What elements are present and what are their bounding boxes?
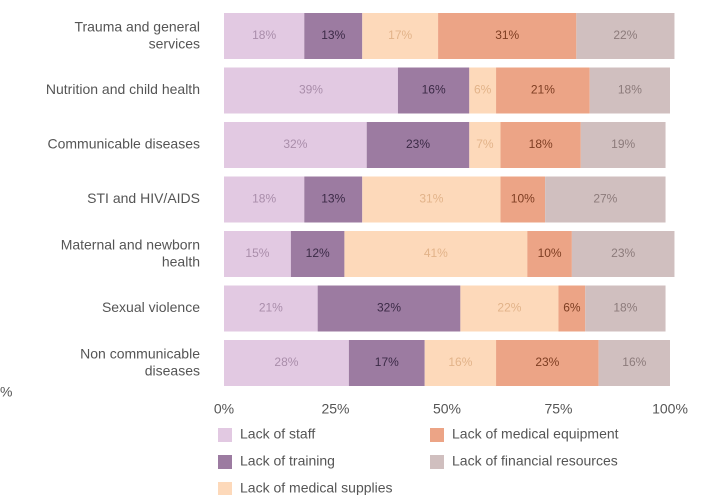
value-label: 10%: [511, 192, 535, 206]
bar-segment: [397, 67, 470, 114]
bar-segment: [366, 122, 470, 168]
legend-label: Lack of training: [240, 453, 335, 469]
legend-label: Lack of staff: [240, 426, 315, 442]
bar-segment: [576, 13, 675, 59]
legend-label: Lack of medical supplies: [240, 480, 393, 495]
bar-segment: [362, 176, 501, 223]
value-label: 16%: [622, 355, 646, 369]
bar-segment: [460, 285, 559, 332]
bar-segment: [224, 13, 305, 59]
value-label: 7%: [476, 137, 494, 151]
value-label: 17%: [375, 355, 399, 369]
value-label: 18%: [252, 192, 276, 206]
bar-segment: [424, 340, 497, 386]
category-label: Non communicable diseases: [80, 345, 200, 378]
value-label: 10%: [538, 246, 562, 260]
value-label: 21%: [531, 83, 555, 97]
x-tick-label: 100%: [652, 401, 688, 417]
x-tick-label: 0%: [214, 401, 234, 417]
bar-segment: [598, 340, 670, 386]
bar-segment: [304, 176, 363, 223]
bar-segment: [304, 13, 363, 59]
bar-segment: [224, 176, 305, 223]
value-label: 18%: [529, 137, 553, 151]
bar-segment: [469, 67, 497, 114]
category-label: Nutrition and child health: [46, 81, 200, 97]
value-label: 13%: [321, 192, 345, 206]
value-label: 41%: [424, 246, 448, 260]
bar-segment: [317, 285, 461, 332]
bar-segment: [469, 122, 501, 168]
bar-segment: [344, 231, 528, 277]
value-label: 17%: [388, 28, 412, 42]
legend-swatch: [218, 428, 232, 442]
bar-segment: [362, 13, 439, 59]
category-label: Communicable diseases: [47, 136, 200, 152]
x-tick-label: 75%: [544, 401, 572, 417]
value-label: 15%: [245, 246, 269, 260]
legend-label: Lack of medical equipment: [452, 426, 619, 442]
bar-segment: [527, 231, 572, 277]
bar-segment: [496, 340, 599, 386]
category-label: Maternal and newborn health: [61, 236, 200, 269]
category-label: Sexual violence: [102, 299, 200, 315]
bar-segment: [224, 67, 398, 114]
bar-segment: [545, 176, 666, 223]
value-label: 39%: [299, 83, 323, 97]
value-label: 21%: [259, 301, 283, 315]
bar-segment: [496, 67, 590, 114]
value-label: 16%: [422, 83, 446, 97]
legend-swatch: [430, 428, 444, 442]
bar-segment: [589, 67, 670, 114]
legend-label: Lack of financial resources: [452, 453, 618, 469]
bar-segment: [558, 285, 586, 332]
value-label: 27%: [593, 192, 617, 206]
bar-segment: [438, 13, 577, 59]
bar-segment: [571, 231, 675, 277]
bar-segment: [580, 122, 666, 168]
value-label: 18%: [618, 83, 642, 97]
value-label: 23%: [611, 246, 635, 260]
legend-swatch: [218, 482, 232, 495]
value-label: 6%: [563, 301, 581, 315]
bar-segment: [224, 231, 291, 277]
annotation: %: [0, 384, 12, 400]
value-label: 22%: [497, 301, 521, 315]
bar-segment: [500, 122, 581, 168]
value-label: 31%: [419, 192, 443, 206]
value-label: 18%: [613, 301, 637, 315]
value-label: 16%: [448, 355, 472, 369]
bar-segment: [224, 285, 318, 332]
value-label: 32%: [377, 301, 401, 315]
bar-segment: [585, 285, 666, 332]
value-label: 18%: [252, 28, 276, 42]
value-label: 23%: [535, 355, 559, 369]
value-label: 19%: [611, 137, 635, 151]
bar-segment: [290, 231, 345, 277]
category-label: STI and HIV/AIDS: [87, 190, 200, 206]
bar-segment: [500, 176, 546, 223]
value-label: 28%: [274, 355, 298, 369]
value-label: 23%: [406, 137, 430, 151]
legend-swatch: [218, 455, 232, 469]
x-tick-label: 25%: [321, 401, 349, 417]
x-tick-label: 50%: [433, 401, 461, 417]
bar-segment: [224, 340, 349, 386]
value-label: 31%: [495, 28, 519, 42]
category-label: Trauma and general services: [74, 18, 200, 51]
value-label: 22%: [613, 28, 637, 42]
bar-segment: [224, 122, 367, 168]
value-label: 32%: [283, 137, 307, 151]
legend-swatch: [430, 455, 444, 469]
bar-segment: [348, 340, 425, 386]
value-label: 13%: [321, 28, 345, 42]
value-label: 12%: [306, 246, 330, 260]
value-label: 6%: [474, 83, 492, 97]
